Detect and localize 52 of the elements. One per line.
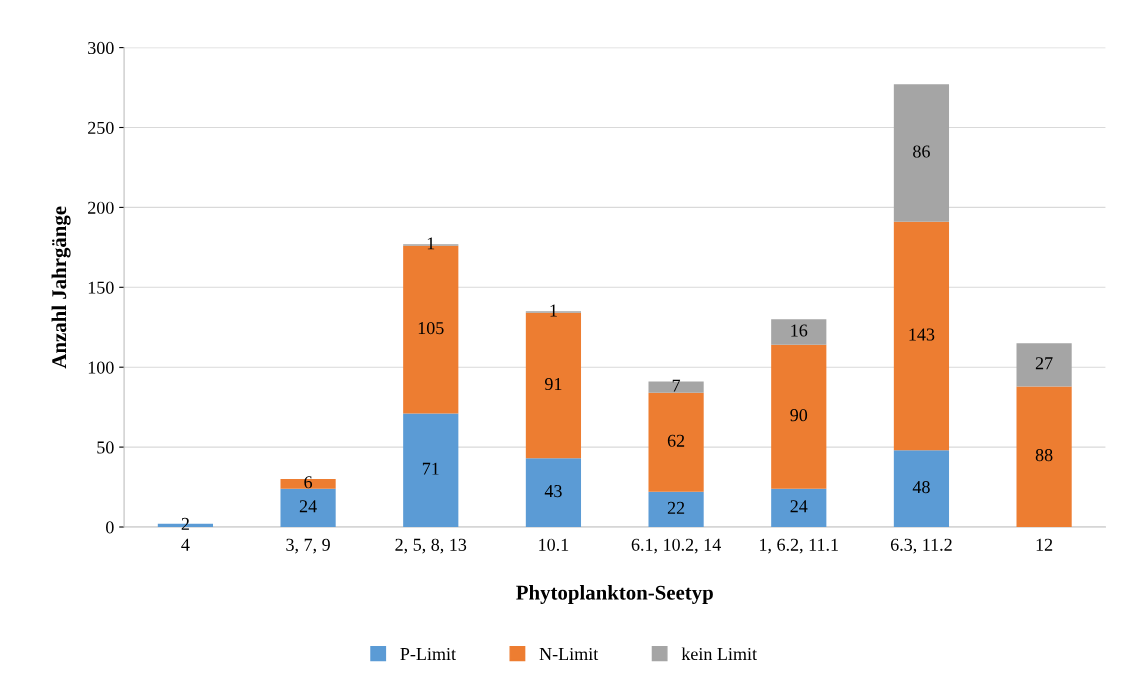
x-tick-label: 1, 6.2, 11.1 [760, 538, 838, 554]
y-axis-title: Anzahl Jahrgänge [51, 206, 71, 369]
bar [771, 344, 827, 489]
data-label: 27 [1035, 357, 1053, 370]
x-tick-label: 4 [181, 538, 190, 551]
data-label: 71 [422, 462, 439, 475]
y-tick-label: 300 [88, 41, 114, 55]
data-label: 2 [181, 517, 189, 530]
bar [1016, 386, 1072, 527]
bar [1016, 343, 1072, 387]
legend-label: N-Limit [539, 647, 599, 661]
data-label: 91 [544, 377, 562, 391]
data-label: 143 [909, 328, 935, 341]
data-label: 88 [1035, 449, 1053, 462]
x-tick-label: 2, 5, 8, 13 [395, 538, 467, 554]
bar [403, 413, 459, 527]
y-tick-label: 150 [88, 281, 114, 294]
bar [648, 392, 704, 492]
data-label: 22 [667, 501, 685, 514]
data-label: 7 [672, 379, 681, 392]
bar [648, 381, 704, 393]
data-label: 105 [418, 321, 444, 335]
x-tick-label: 10.1 [539, 538, 569, 551]
x-axis-title: Phytoplankton-Seetyp [516, 585, 713, 604]
bar [893, 221, 950, 451]
x-tick-label: 6.3, 11.2 [890, 538, 952, 554]
data-label: 90 [790, 409, 808, 422]
data-label: 6 [304, 476, 313, 489]
data-label: 24 [299, 500, 317, 513]
legend-label: kein Limit [681, 647, 757, 661]
data-label: 16 [791, 324, 808, 337]
bar [893, 450, 950, 527]
x-tick-label: 3, 7, 9 [286, 538, 330, 554]
bar [525, 458, 582, 527]
y-tick-label: 200 [88, 201, 114, 214]
bar [648, 491, 704, 527]
y-tick-label: 100 [88, 361, 114, 374]
y-tick-label: 50 [97, 441, 114, 454]
data-label: 24 [790, 500, 808, 513]
data-label: 62 [667, 434, 685, 447]
x-tick-label: 6.1, 10.2, 14 [631, 538, 721, 554]
data-label: 43 [544, 485, 562, 498]
y-tick-label: 0 [106, 521, 114, 534]
bar [771, 319, 827, 345]
data-label: 48 [912, 480, 930, 494]
data-label: 86 [913, 145, 930, 158]
x-tick-label: 12 [1036, 538, 1053, 551]
y-tick-label: 250 [88, 121, 114, 134]
legend-label: P-Limit [400, 647, 456, 661]
bar [771, 488, 827, 527]
bar [893, 84, 950, 222]
bar [280, 488, 336, 527]
